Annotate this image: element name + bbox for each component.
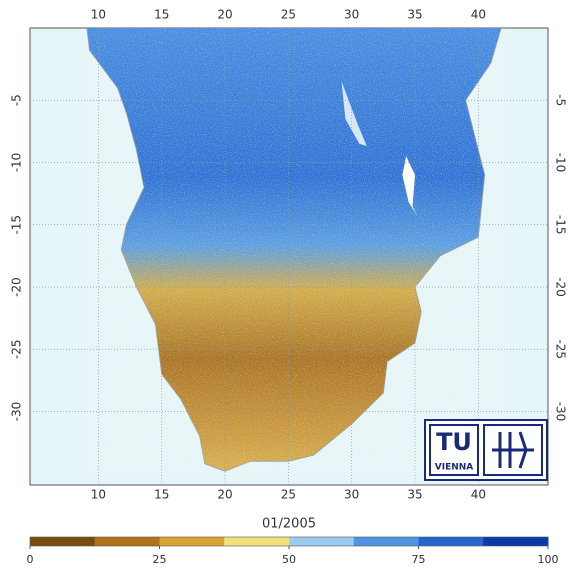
x-tick-label-bottom: 30 [344, 488, 359, 502]
y-tick-label-right: -15 [554, 215, 568, 235]
logo-subtext: VIENNA [435, 463, 474, 473]
colorbar-segment [224, 537, 290, 546]
y-tick-label-right: -5 [554, 94, 568, 106]
y-tick-label-left: -25 [10, 339, 24, 359]
x-tick-label-top: 10 [91, 8, 106, 22]
land [86, 28, 502, 472]
x-tick-label-top: 30 [344, 8, 359, 22]
lake-tanganyika [341, 81, 367, 147]
y-tick-label-right: -25 [554, 339, 568, 359]
x-tick-label-top: 35 [407, 8, 422, 22]
colorbar-segment [353, 537, 419, 546]
x-tick-label-bottom: 20 [217, 488, 232, 502]
logo-text: TU [436, 428, 472, 456]
x-tick-label-top: 15 [154, 8, 169, 22]
y-tick-label-left: -10 [10, 153, 24, 173]
y-tick-label-left: -5 [10, 94, 24, 106]
logo-symbol [492, 431, 534, 469]
colorbar-segment [483, 537, 549, 546]
colorbar: 0 25 50 75 100 [27, 536, 559, 566]
colorbar-tick-label: 25 [153, 553, 167, 566]
x-tick-label-bottom: 40 [471, 488, 486, 502]
colorbar-segment [159, 537, 225, 546]
x-tick-label-bottom: 10 [91, 488, 106, 502]
axis-labels: 10 10 15 15 20 20 25 25 30 30 35 35 40 40 -5 -5 -10 -10 -1… [10, 8, 568, 502]
colorbar-segment [418, 537, 484, 546]
x-tick-label-top: 20 [217, 8, 232, 22]
x-tick-label-bottom: 15 [154, 488, 169, 502]
x-tick-label-bottom: 35 [407, 488, 422, 502]
colorbar-segment [30, 537, 96, 546]
colorbar-segment [94, 537, 160, 546]
colorbar-tick-label: 50 [282, 553, 296, 566]
lake-malawi [402, 156, 418, 217]
y-tick-label-right: -30 [554, 402, 568, 422]
colorbar-segment [289, 537, 355, 546]
x-tick-label-top: 25 [281, 8, 296, 22]
x-tick-label-bottom: 25 [281, 488, 296, 502]
logo: TU VIENNA [424, 419, 548, 481]
y-tick-label-left: -20 [10, 277, 24, 297]
y-tick-label-left: -15 [10, 215, 24, 235]
y-tick-label-right: -10 [554, 153, 568, 173]
y-tick-label-left: -30 [10, 402, 24, 422]
colorbar-tick-label: 100 [538, 553, 559, 566]
colorbar-tick-label: 75 [412, 553, 426, 566]
y-tick-label-right: -20 [554, 277, 568, 297]
logo-tu-box [429, 424, 479, 476]
land-speckle [86, 28, 502, 472]
x-tick-label-top: 40 [471, 8, 486, 22]
colorbar-tick-label: 0 [27, 553, 34, 566]
colorbar-title: 01/2005 [262, 517, 316, 532]
grid [30, 28, 548, 485]
